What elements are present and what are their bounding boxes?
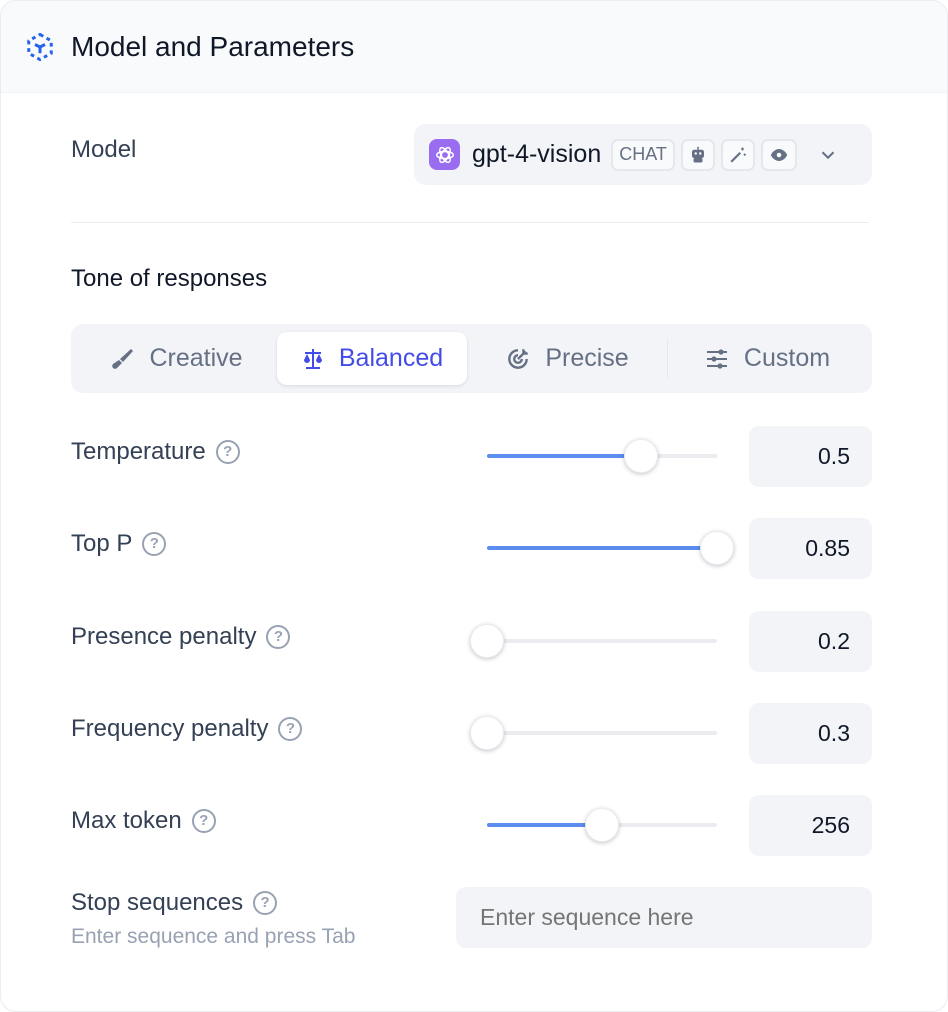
tab-creative[interactable]: Creative [77, 332, 277, 385]
param-label-text: Presence penalty [71, 623, 257, 650]
param-label: Top P? [71, 530, 167, 558]
sliders-icon [706, 348, 727, 369]
tone-tabs: Creative Balanced Precise Custom [71, 324, 872, 393]
tab-custom[interactable]: Custom [668, 332, 866, 385]
target-icon [508, 348, 529, 369]
param-slider[interactable] [487, 439, 717, 473]
param-slider[interactable] [470, 716, 717, 750]
tone-label: Tone of responses [71, 265, 268, 292]
slider-thumb[interactable] [585, 808, 619, 842]
stop-label-text: Stop sequences [71, 889, 244, 916]
eye-icon [760, 138, 797, 171]
panel-header: Model and Parameters [1, 1, 947, 93]
model-row: Model [71, 136, 869, 164]
tab-precise[interactable]: Precise [467, 332, 667, 385]
param-label-text: Frequency penalty [71, 715, 269, 742]
cube-outline-icon [27, 32, 53, 61]
param-slider[interactable] [470, 624, 717, 658]
param-label-text: Temperature [71, 438, 206, 465]
param-label-text: Max token [71, 807, 182, 834]
param-slider[interactable] [487, 808, 717, 842]
stop-sequences-label: Stop sequences? [71, 889, 278, 917]
magic-wand-icon [720, 138, 755, 171]
param-row: Max token? [71, 807, 869, 835]
param-value-input[interactable]: 0.2 [749, 611, 872, 672]
chevron-down-icon[interactable] [817, 144, 839, 166]
tab-label: Balanced [338, 344, 444, 372]
chat-mode-badge: CHAT [611, 138, 675, 171]
param-value-input[interactable]: 256 [749, 795, 872, 856]
tab-separator [667, 338, 668, 379]
help-icon[interactable]: ? [215, 440, 240, 464]
panel-title: Model and Parameters [71, 30, 355, 62]
brush-icon [112, 348, 134, 369]
help-icon[interactable]: ? [253, 891, 278, 915]
param-row: Frequency penalty? [71, 715, 869, 743]
scale-icon [303, 348, 322, 369]
tab-balanced[interactable]: Balanced [277, 332, 467, 385]
param-value-input[interactable]: 0.3 [749, 703, 872, 764]
tab-label: Precise [545, 344, 629, 372]
help-icon[interactable]: ? [266, 625, 291, 649]
stop-sequences-row: Stop sequences? [71, 889, 869, 917]
param-value-input[interactable]: 0.5 [749, 426, 872, 487]
robot-icon [680, 138, 715, 171]
slider-thumb[interactable] [470, 716, 504, 750]
slider-fill [487, 546, 717, 550]
tab-label: Creative [149, 344, 243, 372]
stop-sequence-input[interactable] [456, 887, 872, 948]
param-label: Max token? [71, 807, 216, 835]
param-slider[interactable] [487, 531, 734, 565]
param-value-input[interactable]: 0.85 [749, 518, 872, 579]
slider-fill [487, 454, 642, 458]
stop-sequences-hint: Enter sequence and press Tab [71, 925, 356, 948]
param-label: Frequency penalty? [71, 715, 303, 743]
slider-fill [487, 823, 602, 827]
slider-thumb[interactable] [470, 624, 504, 658]
help-icon[interactable]: ? [142, 532, 167, 556]
help-icon[interactable]: ? [278, 717, 303, 741]
divider [71, 222, 869, 223]
tab-label: Custom [743, 344, 831, 372]
model-name: gpt-4-vision [472, 140, 602, 168]
model-label: Model [71, 136, 137, 163]
param-row: Top P? [71, 530, 869, 558]
param-label-text: Top P [71, 530, 133, 557]
help-icon[interactable]: ? [191, 809, 216, 833]
param-label: Temperature? [71, 438, 240, 466]
slider-thumb[interactable] [700, 531, 734, 565]
openai-logo-icon [429, 139, 460, 170]
param-row: Temperature? [71, 438, 869, 466]
slider-thumb[interactable] [624, 439, 659, 473]
param-row: Presence penalty? [71, 623, 869, 651]
param-label: Presence penalty? [71, 623, 291, 651]
model-selector[interactable]: gpt-4-vision CHAT [414, 124, 872, 185]
